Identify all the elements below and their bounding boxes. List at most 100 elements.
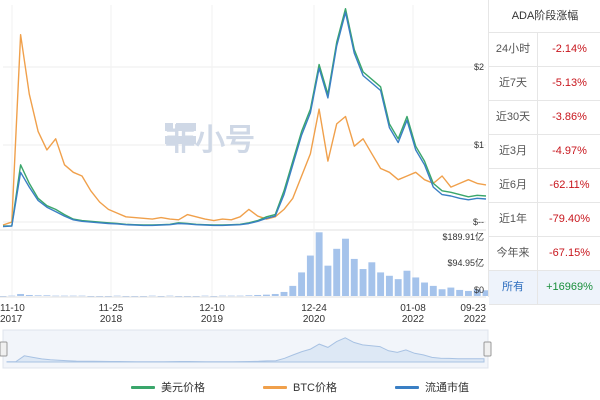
volume-bar <box>429 285 437 296</box>
x-tick-year: 2017 <box>0 314 23 325</box>
volume-tick-label: $0 <box>474 285 484 295</box>
volume-bar <box>412 277 420 296</box>
volume-bar <box>210 296 218 297</box>
price-tick-label: $-- <box>473 217 484 227</box>
legend-item[interactable]: 流通市值 <box>395 378 469 396</box>
volume-bar <box>438 289 446 296</box>
volume-bar <box>324 265 332 296</box>
period-label: 近6月 <box>489 169 538 202</box>
volume-bar <box>192 296 200 297</box>
legend-item[interactable]: BTC价格 <box>263 378 337 396</box>
volume-bar <box>201 295 209 297</box>
period-row[interactable]: 近3月 -4.97% <box>489 135 600 169</box>
x-tick-date: 01-08 <box>400 303 426 314</box>
volume-bar <box>175 296 183 297</box>
volume-bar <box>17 293 25 296</box>
series-lines <box>2 7 487 228</box>
volume-bar <box>236 295 244 297</box>
volume-tick-label: $94.95亿 <box>447 257 484 268</box>
volume-bar <box>394 279 402 296</box>
stage-change-panel: ADA阶段涨幅 24小时 -2.14% 近7天 -5.13% 近30天 -3.86% 近3月… <box>488 0 600 305</box>
period-row[interactable]: 近7天 -5.13% <box>489 67 600 101</box>
period-row[interactable]: 所有 +16969% <box>489 271 600 305</box>
volume-bar <box>456 289 464 296</box>
volume-bar <box>113 295 121 297</box>
x-tick-year: 2019 <box>201 314 224 325</box>
period-row[interactable]: 今年来 -67.15% <box>489 237 600 271</box>
legend-swatch <box>395 385 419 389</box>
period-label: 近1年 <box>489 203 538 236</box>
volume-bar <box>183 296 191 297</box>
volume-bar <box>52 295 60 297</box>
volume-bar <box>227 295 235 297</box>
volume-bar <box>350 258 358 296</box>
legend-swatch <box>263 385 287 389</box>
volume-bar <box>421 282 428 296</box>
period-change-value: -5.13% <box>552 77 587 89</box>
volume-bar <box>166 295 174 297</box>
legend-swatch <box>131 385 155 389</box>
volume-bar <box>368 262 376 296</box>
volume-bar <box>131 296 139 297</box>
period-change-value: -4.97% <box>552 145 587 157</box>
navigator-right-handle[interactable] <box>483 341 492 357</box>
legend-label: BTC价格 <box>293 382 337 394</box>
volume-bar <box>140 296 147 297</box>
period-row[interactable]: 近6月 -62.11% <box>489 169 600 203</box>
volume-bar <box>315 232 323 296</box>
volume-bar <box>245 295 253 296</box>
volume-bar <box>34 295 42 296</box>
period-label: 所有 <box>489 271 538 304</box>
navigator-left-handle[interactable] <box>0 341 8 357</box>
volume-bar <box>447 287 455 296</box>
series-line-0 <box>2 7 487 227</box>
volume-bar <box>157 296 165 297</box>
volume-bar <box>263 294 270 296</box>
period-label: 今年来 <box>489 237 538 270</box>
price-axis: $2 $1 $-- <box>473 62 484 227</box>
x-tick-year: 2022 <box>464 314 487 325</box>
price-tick-label: $2 <box>474 62 484 72</box>
period-label: 近30天 <box>489 101 538 134</box>
x-tick-date: 09-23 <box>460 303 486 314</box>
volume-bar <box>254 294 262 296</box>
range-navigator[interactable] <box>0 329 492 369</box>
volume-bar <box>403 270 411 296</box>
volume-bar <box>78 295 86 297</box>
volume-bars <box>0 232 490 297</box>
x-tick-year: 2018 <box>100 314 123 325</box>
volume-bar <box>122 296 130 297</box>
legend-item[interactable]: 美元价格 <box>131 378 205 396</box>
volume-bar <box>280 291 288 296</box>
period-label: 24小时 <box>489 33 538 66</box>
volume-bar <box>377 272 385 296</box>
panel-header: ADA阶段涨幅 <box>489 0 600 33</box>
volume-bar <box>8 295 16 297</box>
x-tick-date: 11-10 <box>0 303 25 314</box>
volume-bar <box>289 285 297 296</box>
volume-axis: $189.91亿 $94.95亿 $0 <box>442 231 484 295</box>
period-row[interactable]: 24小时 -2.14% <box>489 33 600 67</box>
navigator-series <box>6 337 485 363</box>
volume-bar <box>148 295 156 297</box>
x-tick-date: 12-10 <box>199 303 225 314</box>
period-change-value: -62.11% <box>549 179 590 191</box>
volume-tick-label: $189.91亿 <box>442 231 484 242</box>
period-row[interactable]: 近1年 -79.40% <box>489 203 600 237</box>
period-change-value: -79.40% <box>549 213 590 225</box>
volume-bar <box>104 296 112 297</box>
volume-bar <box>219 295 226 297</box>
period-row[interactable]: 近30天 -3.86% <box>489 101 600 135</box>
series-line-2 <box>2 11 487 228</box>
x-tick-date: 12-24 <box>301 303 327 314</box>
volume-bar <box>87 296 95 297</box>
volume-bar <box>306 255 314 296</box>
volume-bar <box>69 295 77 297</box>
price-tick-label: $1 <box>474 140 484 150</box>
period-change-value: +16969% <box>546 281 593 293</box>
period-change-value: -3.86% <box>552 111 587 123</box>
legend-label: 流通市值 <box>425 382 469 394</box>
volume-bar <box>271 293 279 296</box>
volume-bar <box>473 289 481 296</box>
